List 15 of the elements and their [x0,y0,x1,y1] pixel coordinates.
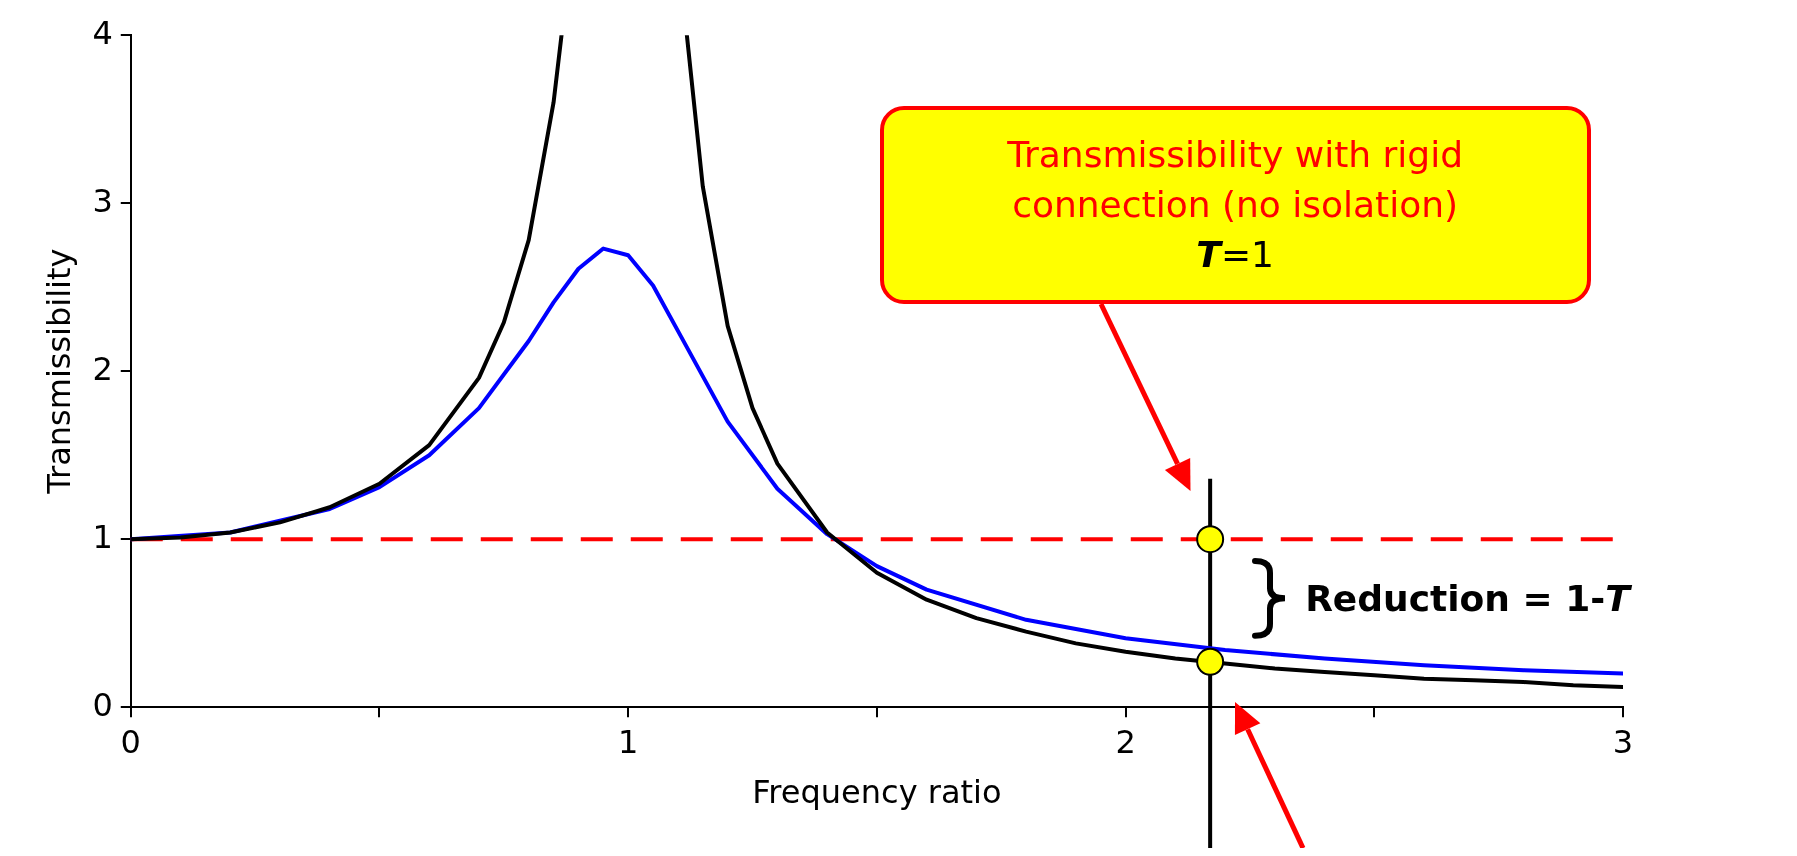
y-tick-label: 3 [92,181,113,220]
annotation: T=1 [1196,233,1274,278]
x-axis-title: Frequency ratio [752,773,1002,812]
y-axis-title: Transmissibility [39,248,78,495]
annotation: Transmissibility with rigid connection (no isolation) [1006,133,1464,228]
x-tick-label: 2 [1115,722,1136,761]
annotation: Reduction = 1-T [1305,576,1630,621]
x-tick-label: 1 [617,722,639,761]
x-tick-label: 0 [120,722,141,761]
y-tick-label: 4 [92,13,113,52]
x-tick-label: 3 [1612,722,1634,761]
callout-box: Transmissibility with rigid connection (no isolation) T=1 [879,106,1591,305]
y-tick-label: 1 [92,517,113,556]
y-tick-label: 0 [92,685,113,724]
y-tick-label: 2 [92,349,113,388]
